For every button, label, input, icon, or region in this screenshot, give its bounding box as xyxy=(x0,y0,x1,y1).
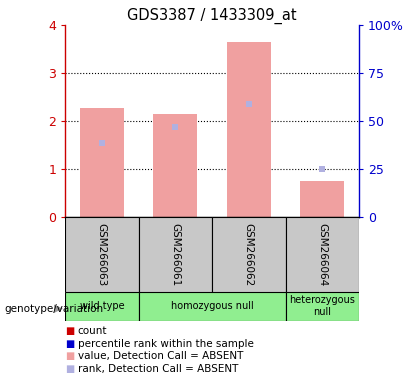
Bar xyxy=(212,217,286,292)
Bar xyxy=(80,108,124,217)
Bar xyxy=(65,292,139,321)
Bar xyxy=(139,292,286,321)
Text: count: count xyxy=(78,326,107,336)
Text: value, Detection Call = ABSENT: value, Detection Call = ABSENT xyxy=(78,351,243,361)
Text: homozygous null: homozygous null xyxy=(171,301,254,311)
Text: ■: ■ xyxy=(65,364,74,374)
Text: rank, Detection Call = ABSENT: rank, Detection Call = ABSENT xyxy=(78,364,238,374)
Text: percentile rank within the sample: percentile rank within the sample xyxy=(78,339,254,349)
Bar xyxy=(153,114,197,217)
Polygon shape xyxy=(54,305,63,313)
Bar xyxy=(65,217,139,292)
Text: GSM266064: GSM266064 xyxy=(318,223,327,286)
Bar xyxy=(139,217,212,292)
Text: ■: ■ xyxy=(65,339,74,349)
Bar xyxy=(286,292,359,321)
Text: GSM266062: GSM266062 xyxy=(244,223,254,286)
Text: wild type: wild type xyxy=(79,301,124,311)
Title: GDS3387 / 1433309_at: GDS3387 / 1433309_at xyxy=(127,7,297,23)
Text: GSM266063: GSM266063 xyxy=(97,223,107,286)
Bar xyxy=(286,217,359,292)
Text: genotype/variation: genotype/variation xyxy=(4,304,103,314)
Bar xyxy=(227,42,271,217)
Text: ■: ■ xyxy=(65,351,74,361)
Text: GSM266061: GSM266061 xyxy=(171,223,180,286)
Bar xyxy=(300,181,344,217)
Text: ■: ■ xyxy=(65,326,74,336)
Text: heterozygous
null: heterozygous null xyxy=(289,295,355,317)
